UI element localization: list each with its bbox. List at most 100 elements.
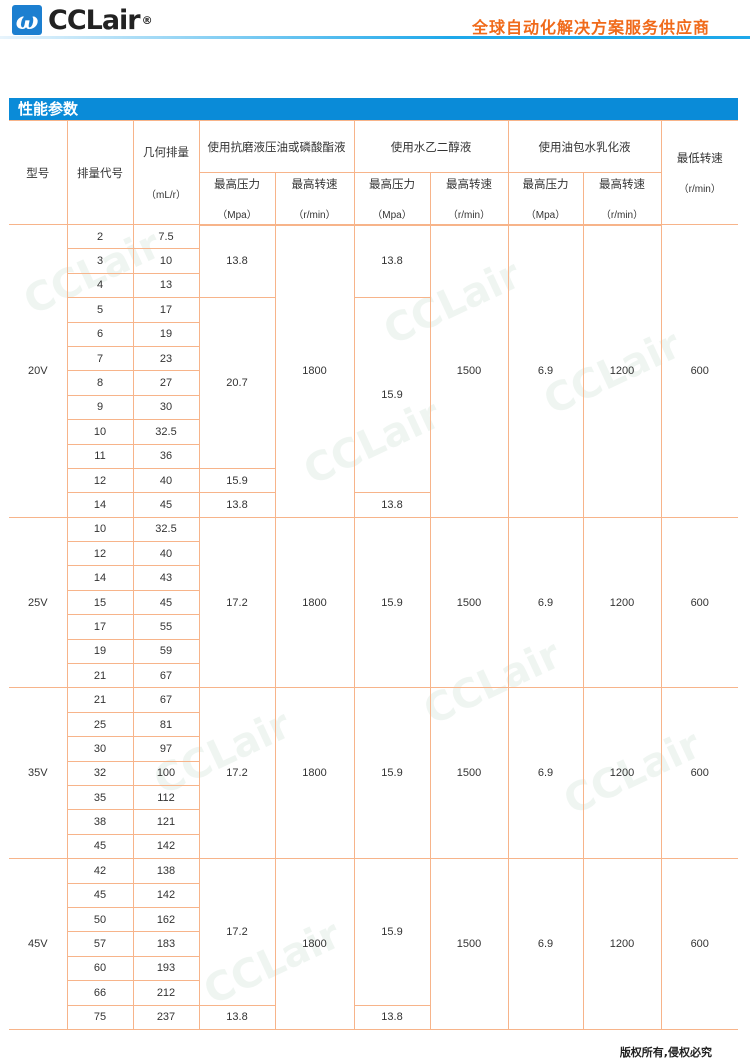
code-cell: 4 <box>67 272 134 299</box>
code-cell: 50 <box>67 906 134 933</box>
table-body: 20V 2 7.5 13.8 1800 13.8 1500 6.9 1200 600 3 10 4 13 5… <box>9 223 738 1030</box>
max-pressure-a-cell: 13.8 <box>198 492 276 518</box>
table-row: 25V 10 32.5 17.2 1800 15.9 1500 6.9 1200 600 <box>9 516 738 689</box>
code-cell: 21 <box>67 663 134 689</box>
displacement-cell: 142 <box>132 882 199 908</box>
header-fluid-b: 使用水乙二醇液 <box>353 120 509 173</box>
code-cell: 57 <box>67 931 134 957</box>
max-pressure-b-cell: 15.9 <box>353 687 431 860</box>
logo-mark-icon: ω <box>12 5 42 35</box>
max-pressure-a-cell: 15.9 <box>198 467 275 494</box>
table-row: 4 13 <box>9 272 738 299</box>
model-cell: 25V <box>9 516 68 689</box>
displacement-cell: 67 <box>132 663 199 689</box>
displacement-unit: （mL/r） <box>146 190 186 201</box>
table-row: 12 40 <box>9 541 738 567</box>
max-speed-b-cell: 1500 <box>429 224 509 518</box>
unit: （r/min） <box>293 209 336 221</box>
logo-name: CCLair <box>48 5 141 36</box>
code-cell: 60 <box>67 955 134 982</box>
displacement-cell: 237 <box>132 1004 200 1030</box>
logo: ω CCLair ® <box>12 5 153 36</box>
displacement-cell: 19 <box>132 321 199 347</box>
table-row: 45V 42 138 17.2 1800 15.9 1500 6.9 1200 600 <box>9 858 738 1030</box>
max-pressure-b-cell: 13.8 <box>353 1004 430 1030</box>
unit: （r/min） <box>600 209 644 221</box>
displacement-cell: 45 <box>132 589 199 616</box>
table-row: 15 45 <box>9 589 738 616</box>
displacement-cell: 17 <box>132 297 200 323</box>
code-cell: 42 <box>66 858 134 884</box>
max-pressure-a-cell: 17.2 <box>198 687 276 860</box>
displacement-cell: 30 <box>132 394 199 421</box>
max-pressure-a-cell: 20.7 <box>198 297 276 469</box>
max-speed-b-cell: 1500 <box>429 687 509 860</box>
registered-mark: ® <box>141 14 153 27</box>
min-speed-cell: 600 <box>660 516 738 689</box>
table-row: 38 121 <box>9 809 738 835</box>
displacement-cell: 100 <box>132 760 199 786</box>
displacement-cell: 212 <box>132 980 199 1006</box>
max-speed-b-cell: 1500 <box>429 858 509 1030</box>
unit: （r/min） <box>447 209 491 221</box>
header-max-speed-a: 最高转速 （r/min） <box>274 172 355 226</box>
displacement-cell: 183 <box>132 931 199 957</box>
table-row: 20V 2 7.5 13.8 1800 13.8 1500 6.9 1200 600 <box>9 223 738 518</box>
header-code: 排量代号 <box>66 120 134 225</box>
displacement-cell: 27 <box>132 370 199 396</box>
model-cell: 20V <box>9 224 68 518</box>
unit: （Mpa） <box>217 209 257 221</box>
code-cell: 9 <box>67 394 134 421</box>
min-speed-unit: （r/min） <box>678 184 721 195</box>
max-pressure-a-cell: 17.2 <box>198 516 276 689</box>
code-cell: 6 <box>67 321 134 347</box>
displacement-cell: 162 <box>132 906 199 933</box>
code-cell: 45 <box>67 882 134 908</box>
table-row: 11 36 <box>9 443 738 469</box>
table-row: 14 45 13.8 13.8 <box>9 492 738 518</box>
displacement-cell: 40 <box>132 541 199 567</box>
header-displacement-label: 几何排量 <box>143 147 189 159</box>
max-speed-c-cell: 1200 <box>582 224 662 518</box>
logo-text: CCLair ® <box>48 5 153 36</box>
code-cell: 25 <box>67 711 134 738</box>
displacement-cell: 121 <box>132 809 199 835</box>
displacement-cell: 67 <box>132 687 200 713</box>
performance-table: 型号 排量代号 几何排量 （mL/r） 使用抗磨液压油或磷酸酯液 使用水乙二醇液 … <box>9 120 738 1030</box>
table-row: 66 212 <box>9 980 738 1006</box>
code-cell: 2 <box>66 223 134 250</box>
table-row: 5 17 20.7 15.9 <box>9 297 738 494</box>
model-cell: 45V <box>9 858 68 1030</box>
table-row: 12 40 15.9 <box>9 467 738 494</box>
code-cell: 75 <box>67 1004 134 1030</box>
slogan: 全球自动化解决方案服务供应商 <box>471 18 710 37</box>
header-displacement: 几何排量 （mL/r） <box>132 120 200 225</box>
table-row: 9 30 <box>9 394 738 421</box>
max-speed-a-cell: 1800 <box>274 516 355 689</box>
header-min-speed-label: 最低转速 <box>676 153 723 165</box>
header-fluid-c: 使用油包水乳化液 <box>507 120 662 173</box>
code-cell: 45 <box>67 833 134 860</box>
header-max-speed-c: 最高转速 （r/min） <box>582 172 661 226</box>
displacement-cell: 32.5 <box>132 516 200 543</box>
table-row: 57 183 <box>9 931 738 957</box>
max-speed-b-cell: 1500 <box>429 516 509 689</box>
max-speed-c-cell: 1200 <box>582 858 662 1030</box>
code-cell: 14 <box>67 492 134 518</box>
header-fluid-a: 使用抗磨液压油或磷酸酯液 <box>198 120 355 173</box>
header-min-speed: 最低转速 （r/min） <box>660 120 738 225</box>
displacement-cell: 55 <box>132 614 199 640</box>
label: 最高压力 <box>369 178 415 191</box>
code-cell: 12 <box>67 467 134 494</box>
table-row: 45 142 <box>9 833 738 860</box>
max-pressure-b-cell: 13.8 <box>353 223 431 299</box>
code-cell: 30 <box>67 736 134 762</box>
displacement-cell: 43 <box>132 565 199 591</box>
table-row: 6 19 <box>9 321 738 347</box>
displacement-cell: 59 <box>132 638 199 665</box>
displacement-cell: 112 <box>132 784 199 811</box>
table-row: 7 23 <box>9 345 738 372</box>
displacement-cell: 138 <box>132 858 200 884</box>
max-pressure-c-cell: 6.9 <box>507 687 584 860</box>
code-cell: 14 <box>67 565 134 591</box>
